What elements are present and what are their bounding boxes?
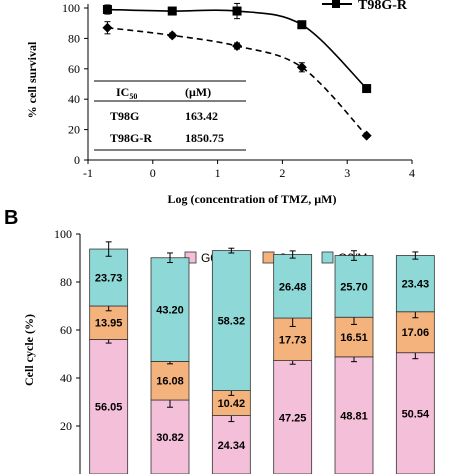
table-cell: T98G-R: [110, 131, 152, 145]
x-tick-label: 4: [409, 166, 415, 180]
bar-chart-ticks: 20 40 60 80 100: [54, 227, 80, 433]
bar-chart-bars: 56.05 13.95 23.73 30.82 16.08 43.20 24.34 10.42…: [89, 241, 435, 474]
data-label: 16.08: [156, 376, 184, 388]
stacked-bar-2: 30.82 16.08 43.20: [150, 252, 190, 474]
table-cell: T98G: [110, 109, 139, 123]
data-label: 48.81: [340, 410, 368, 422]
x-tick-label: 2: [279, 166, 285, 180]
bar-segment-g0g1: [150, 399, 190, 474]
y-tick-label: 40: [60, 371, 72, 385]
y-tick-label: 0: [74, 153, 80, 167]
legend-label-t98g-r: T98G-R: [358, 0, 408, 13]
table-cell: 1850.75: [185, 131, 224, 145]
y-tick-label: 60: [68, 62, 80, 76]
data-label: 26.48: [279, 281, 307, 293]
bar-segment-g2m: [89, 248, 129, 307]
bar-segment-g2m: [150, 257, 190, 362]
line-chart-legend: T98G-R: [322, 0, 408, 13]
data-label: 50.54: [402, 408, 430, 420]
data-label: 10.42: [218, 398, 246, 410]
bar-segment-g2m: [211, 250, 251, 391]
y-tick-label: 80: [68, 31, 80, 45]
data-label: 17.73: [279, 334, 307, 346]
bar-segment-g0g1: [334, 356, 374, 474]
data-label: 16.51: [340, 332, 368, 344]
data-label: 24.34: [218, 440, 246, 452]
x-tick-label: 0: [150, 166, 156, 180]
data-label: 25.70: [340, 281, 368, 293]
data-point-diamond: [102, 22, 113, 33]
legend-swatch-s: [262, 251, 275, 264]
data-label: 43.20: [156, 305, 184, 317]
stacked-bar-6: 50.54 17.06 23.43: [395, 251, 435, 474]
data-label: 23.43: [402, 279, 430, 291]
ic50-table: IC50 (μM) T98G 163.42 T98G-R 1850.75: [94, 80, 246, 151]
y-tick-label: 20: [68, 123, 80, 137]
x-tick-label: 3: [344, 166, 350, 180]
data-point-diamond: [167, 30, 178, 41]
legend-swatch-g2m: [321, 251, 334, 264]
y-axis-label: Cell cycle (%): [22, 314, 36, 386]
data-label: 47.25: [279, 412, 307, 424]
data-point-square: [167, 6, 177, 16]
y-tick-label: 20: [60, 419, 72, 433]
bar-segment-g0g1: [211, 415, 251, 474]
data-label: 56.05: [95, 402, 123, 414]
y-tick-label: 40: [68, 92, 80, 106]
x-axis-label: Log (concentration of TMZ, µM): [167, 192, 336, 206]
data-point-square: [362, 84, 372, 94]
x-tick-label: 1: [215, 166, 221, 180]
data-point-diamond: [232, 41, 243, 51]
bar-segment-g0g1: [395, 352, 435, 474]
data-point-square: [297, 20, 307, 30]
data-label: 30.82: [156, 432, 184, 444]
y-tick-label: 100: [62, 1, 80, 15]
data-label: 23.73: [95, 273, 123, 285]
stacked-bar-3: 24.34 10.42 58.32: [211, 247, 251, 474]
y-tick-label: 60: [60, 323, 72, 337]
bar-segment-s: [150, 361, 190, 401]
y-tick-label: 100: [54, 227, 72, 241]
bar-segment-s: [89, 305, 129, 340]
data-point-diamond: [361, 130, 372, 141]
table-header-cell: IC50: [116, 85, 137, 101]
data-label: 58.32: [218, 316, 246, 328]
table-header-cell: (μM): [185, 85, 211, 99]
data-label: 13.95: [95, 318, 123, 330]
bar-segment-g2m: [273, 254, 313, 319]
bar-segment-g0g1: [89, 339, 129, 474]
bar-segment-s: [211, 390, 251, 416]
data-point-square: [102, 5, 112, 15]
series-t98g-r: [102, 2, 372, 94]
line-chart-axes: [87, 4, 412, 161]
legend-square-marker: [332, 0, 340, 8]
x-tick-label: -1: [83, 166, 93, 180]
stacked-bar-1: 56.05 13.95 23.73: [89, 241, 129, 474]
bar-segment-g2m: [395, 255, 435, 313]
bar-segment-s: [395, 311, 435, 354]
data-point-square: [232, 6, 242, 16]
series-t98g: [102, 21, 372, 141]
bar-segment-g2m: [334, 255, 374, 318]
y-tick-label: 80: [60, 275, 72, 289]
stacked-bar-5: 48.81 16.51 25.70: [334, 250, 374, 474]
stacked-bar-4: 47.25 17.73 26.48: [273, 250, 313, 474]
line-chart-series: [102, 2, 372, 141]
table-cell: 163.42: [185, 109, 218, 123]
panel-label-b: B: [4, 207, 18, 229]
y-axis-label: % cell survival: [25, 41, 39, 118]
data-point-diamond: [296, 62, 307, 73]
data-label: 17.06: [402, 327, 430, 339]
